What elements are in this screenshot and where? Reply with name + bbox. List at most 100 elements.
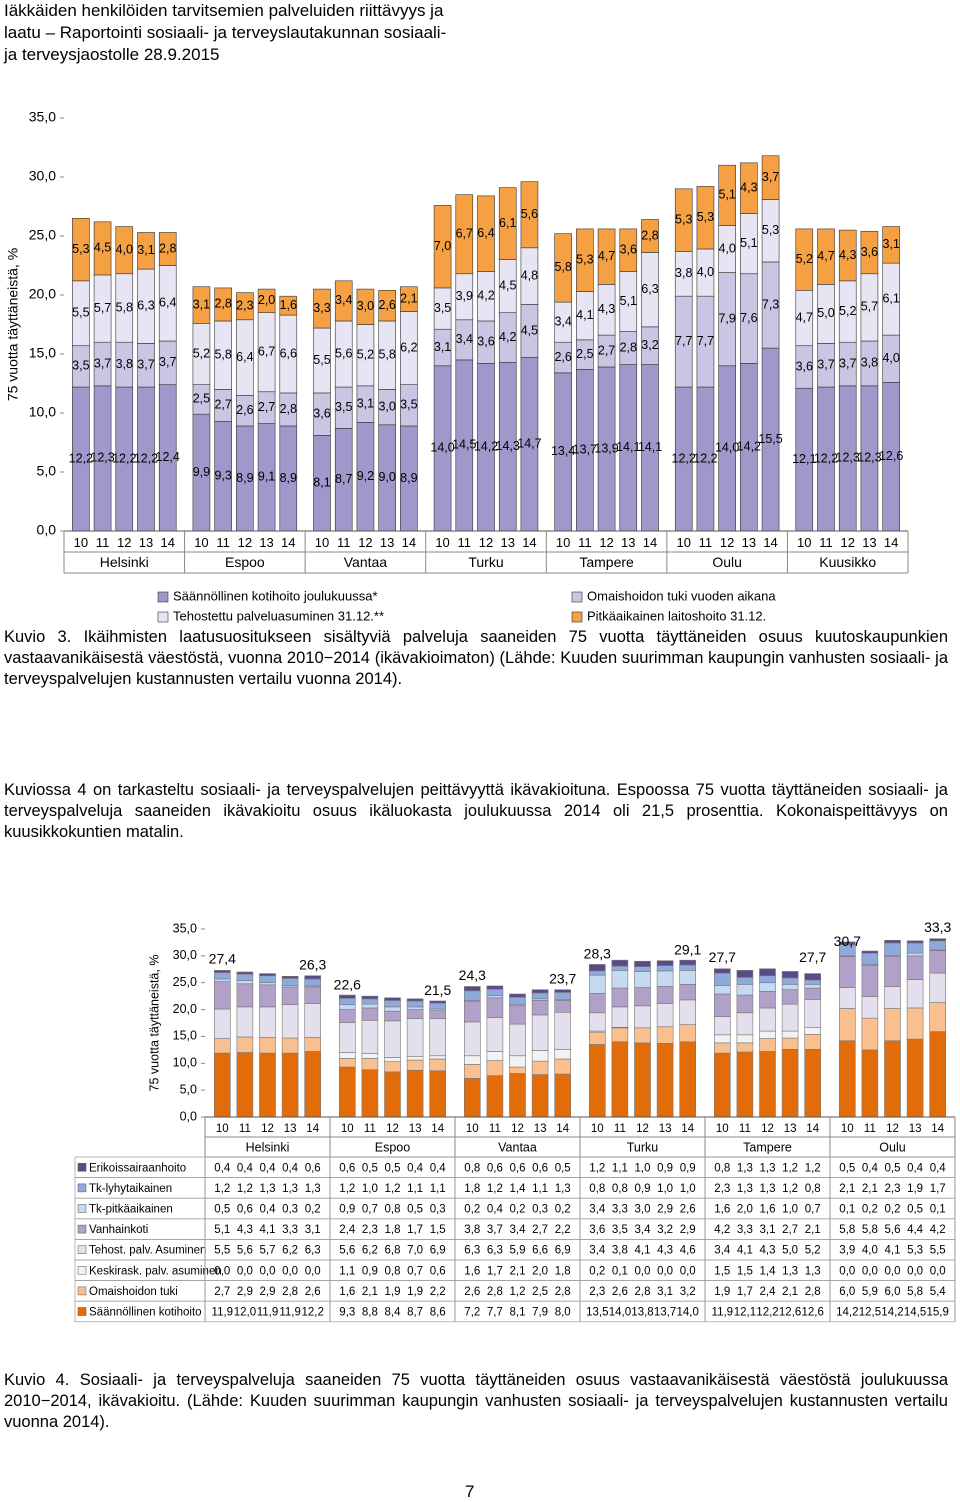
bar-segment [588, 1031, 606, 1045]
bar-segment [906, 1007, 924, 1040]
bar-segment [838, 1008, 856, 1042]
bar-segment [531, 1074, 549, 1118]
bar-segment [433, 205, 452, 289]
table-cell: 3,3 [282, 1224, 298, 1236]
bar-segment [759, 968, 776, 977]
bar-segment [884, 942, 901, 956]
x-tick-label: 10 [591, 1123, 604, 1135]
table-cell: 1,3 [760, 1183, 776, 1195]
bar-segment [520, 181, 539, 249]
data-label: 5,7 [861, 300, 878, 314]
data-label: 6,3 [137, 299, 154, 313]
table-cell: 1,9 [385, 1286, 401, 1298]
bar-segment [361, 1058, 379, 1071]
data-label: 6,1 [882, 291, 899, 305]
bar-segment [713, 1052, 731, 1118]
bar-segment [236, 1006, 254, 1038]
table-cell: 1,8 [385, 1224, 401, 1236]
data-label: 5,5 [313, 353, 330, 367]
table-cell: 0,0 [260, 1265, 276, 1277]
data-label: 9,1 [258, 470, 275, 484]
table-cell: 1,6 [714, 1204, 730, 1216]
data-label: 6,4 [236, 350, 253, 364]
table-cell: 1,8 [555, 1265, 571, 1277]
bar-segment [929, 940, 947, 951]
group-label: Turku [468, 554, 503, 570]
bar-segment [486, 985, 504, 990]
table-cell: 1,3 [737, 1183, 753, 1195]
table-cell: 4,1 [737, 1245, 753, 1257]
x-tick-label: 14 [931, 1123, 944, 1135]
bar-segment [761, 155, 780, 200]
x-tick-label: 11 [458, 535, 472, 550]
legend-swatch [77, 1307, 87, 1316]
table-cell: 0,6 [305, 1162, 321, 1174]
data-label: 5,5 [72, 306, 89, 320]
bar-segment [804, 1033, 822, 1050]
table-cell: 1,6 [464, 1265, 480, 1277]
legend-swatch [77, 1204, 87, 1213]
table-cell: 0,2 [305, 1204, 321, 1216]
bar-segment [804, 987, 822, 1000]
data-label: 8,9 [280, 471, 297, 485]
data-label: 14,0 [430, 441, 454, 455]
data-label: 1,6 [280, 298, 297, 312]
data-label: 5,8 [214, 347, 231, 361]
table-cell: 0,5 [407, 1204, 423, 1216]
data-label: 14,3 [496, 439, 520, 453]
data-label: 5,2 [839, 304, 856, 318]
data-label: 9,9 [193, 465, 210, 479]
bar-segment [634, 1005, 651, 1029]
table-cell: 1,6 [339, 1286, 355, 1298]
data-label: 5,2 [357, 347, 374, 361]
bar-segment [713, 1034, 731, 1044]
bar-segment [384, 1010, 401, 1022]
bar-segment [634, 971, 651, 988]
data-label: 13,7 [573, 442, 597, 456]
table-cell: 0,4 [487, 1204, 504, 1216]
table-cell: 0,4 [282, 1162, 299, 1174]
bar-segment [713, 968, 731, 974]
table-cell: 5,2 [805, 1245, 821, 1257]
bar-segment [679, 964, 697, 971]
table-cell: 1,2 [214, 1183, 230, 1195]
data-label: 12,2 [693, 451, 717, 465]
bar-segment [759, 1051, 776, 1118]
y-tick-label: 10,0 [173, 1056, 197, 1070]
bar-segment [236, 292, 254, 321]
y-tick-label: 30,0 [173, 948, 197, 962]
bar-segment [634, 1027, 651, 1044]
bar-segment [713, 972, 731, 986]
data-label: 14,7 [517, 437, 541, 451]
bar-segment [384, 1057, 401, 1062]
table-cell: 3,4 [510, 1224, 527, 1236]
table-cell: 0,5 [214, 1204, 230, 1216]
table-cell: 0,9 [635, 1183, 651, 1195]
group-label: Vantaa [344, 554, 388, 570]
table-cell: 2,1 [862, 1183, 878, 1195]
data-label: 13,9 [594, 441, 618, 455]
data-label: 12,6 [879, 449, 903, 463]
table-cell: 4,2 [930, 1224, 946, 1236]
bar-segment [838, 987, 856, 1009]
bar-segment [656, 1003, 674, 1028]
bar-segment [384, 1061, 401, 1073]
data-label: 2,8 [641, 228, 658, 242]
table-cell: 1,7 [407, 1224, 423, 1236]
bar-segment [313, 288, 331, 329]
table-cell: 6,3 [305, 1245, 321, 1257]
table-cell: 0,0 [680, 1265, 696, 1277]
table-cell: 1,2 [339, 1183, 355, 1195]
data-label: 14,0 [715, 441, 739, 455]
table-cell: 1,2 [805, 1162, 821, 1174]
data-label: 3,1 [137, 243, 154, 257]
table-cell: 8,1 [510, 1307, 526, 1319]
table-cell: 1,1 [532, 1183, 548, 1195]
x-tick-label: 11 [614, 1123, 626, 1135]
bar-segment [259, 975, 276, 984]
data-label: 4,5 [521, 323, 538, 337]
table-cell: 0,0 [657, 1265, 673, 1277]
table-row-label: Omaishoidon tuki [89, 1286, 178, 1298]
table-cell: 12,5 [859, 1307, 881, 1319]
